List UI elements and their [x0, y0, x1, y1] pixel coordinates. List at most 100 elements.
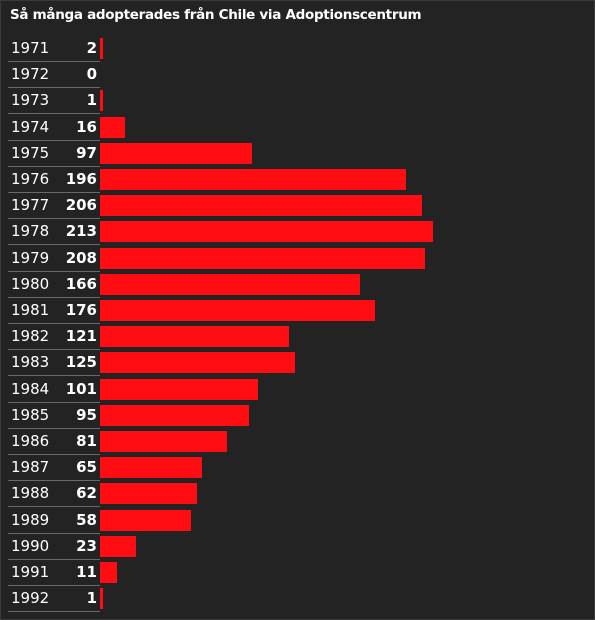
- row-label-cell: 1992 1: [8, 586, 100, 613]
- bar-row: 1973 1: [0, 88, 595, 115]
- value-label: 95: [76, 405, 97, 424]
- bar-chart: 1971 2 1972 0 1973 1 1974 16 1975 97 1976 196 1977 20…: [0, 36, 595, 614]
- value-label: 208: [65, 248, 97, 267]
- value-label: 2: [86, 39, 97, 57]
- bar-row: 1984 101: [0, 377, 595, 403]
- row-label-cell: 1989 58: [8, 508, 100, 534]
- year-label: 1979: [11, 248, 50, 267]
- bar: [100, 588, 103, 610]
- value-label: 23: [76, 536, 97, 555]
- value-label: 196: [65, 170, 97, 188]
- bar: [100, 142, 252, 164]
- bar-row: 1980 166: [0, 272, 595, 298]
- value-label: 16: [76, 117, 97, 136]
- row-label-cell: 1978 213: [8, 219, 100, 246]
- bar-row: 1978 213: [0, 219, 595, 246]
- row-label-cell: 1990 23: [8, 534, 100, 560]
- value-label: 206: [65, 196, 97, 215]
- row-label-cell: 1976 196: [8, 167, 100, 193]
- bar: [100, 195, 423, 217]
- year-label: 1991: [11, 563, 50, 581]
- year-label: 1989: [11, 510, 50, 529]
- bar: [100, 431, 227, 452]
- value-label: 101: [65, 379, 97, 398]
- bar-row: 1990 23: [0, 534, 595, 560]
- year-label: 1975: [11, 143, 50, 162]
- value-label: 65: [76, 458, 97, 477]
- year-label: 1983: [11, 353, 50, 372]
- value-label: 0: [86, 65, 97, 84]
- bar-row: 1977 206: [0, 193, 595, 220]
- value-label: 58: [76, 510, 97, 529]
- bar-row: 1992 1: [0, 586, 595, 613]
- year-label: 1978: [11, 222, 50, 241]
- bar-row: 1985 95: [0, 403, 595, 429]
- bar: [100, 326, 290, 348]
- bar: [100, 535, 136, 557]
- bar-row: 1972 0: [0, 62, 595, 89]
- row-label-cell: 1971 2: [8, 36, 100, 62]
- bar: [100, 169, 407, 190]
- year-label: 1986: [11, 432, 50, 450]
- year-label: 1972: [11, 65, 50, 84]
- bar-row: 1991 11: [0, 560, 595, 586]
- row-label-cell: 1979 208: [8, 246, 100, 272]
- bar-row: 1987 65: [0, 455, 595, 482]
- year-label: 1982: [11, 327, 50, 346]
- year-label: 1980: [11, 274, 50, 293]
- row-label-cell: 1972 0: [8, 62, 100, 89]
- bar: [100, 90, 103, 112]
- row-label-cell: 1985 95: [8, 403, 100, 429]
- year-label: 1984: [11, 379, 50, 398]
- bar-row: 1974 16: [0, 115, 595, 141]
- year-label: 1971: [11, 39, 50, 57]
- row-label-cell: 1980 166: [8, 272, 100, 298]
- bar: [100, 352, 296, 374]
- bar-row: 1983 125: [0, 350, 595, 377]
- row-label-cell: 1975 97: [8, 141, 100, 167]
- value-label: 62: [76, 484, 97, 503]
- year-label: 1974: [11, 117, 50, 136]
- bar: [100, 562, 118, 583]
- row-label-cell: 1991 11: [8, 560, 100, 586]
- bar-row: 1981 176: [0, 298, 595, 324]
- bar-row: 1975 97: [0, 141, 595, 167]
- bar-row: 1982 121: [0, 324, 595, 351]
- value-label: 121: [65, 327, 97, 346]
- row-label-cell: 1986 81: [8, 429, 100, 455]
- bar: [100, 300, 376, 321]
- bar: [100, 483, 197, 505]
- bar-row: 1989 58: [0, 508, 595, 534]
- row-label-cell: 1984 101: [8, 377, 100, 403]
- year-label: 1987: [11, 458, 50, 477]
- year-label: 1976: [11, 170, 50, 188]
- bar: [100, 404, 249, 426]
- year-label: 1985: [11, 405, 50, 424]
- value-label: 213: [65, 222, 97, 241]
- value-label: 176: [65, 301, 97, 319]
- bar-row: 1988 62: [0, 481, 595, 508]
- bar: [100, 509, 191, 531]
- year-label: 1992: [11, 589, 50, 608]
- bar: [100, 457, 202, 479]
- bar: [100, 38, 104, 59]
- year-label: 1990: [11, 536, 50, 555]
- row-label-cell: 1983 125: [8, 350, 100, 377]
- value-label: 81: [76, 432, 97, 450]
- row-label-cell: 1988 62: [8, 481, 100, 508]
- value-label: 1: [86, 91, 97, 110]
- bar: [100, 116, 125, 138]
- row-label-cell: 1981 176: [8, 298, 100, 324]
- chart-title: Så många adopterades från Chile via Adop…: [10, 7, 422, 23]
- year-label: 1973: [11, 91, 50, 110]
- bar: [100, 378, 258, 400]
- bar-row: 1979 208: [0, 246, 595, 272]
- bar-row: 1971 2: [0, 36, 595, 62]
- value-label: 11: [76, 563, 97, 581]
- row-label-cell: 1982 121: [8, 324, 100, 351]
- year-label: 1977: [11, 196, 50, 215]
- bar: [100, 221, 433, 243]
- row-label-cell: 1973 1: [8, 88, 100, 115]
- bar: [100, 247, 426, 269]
- row-label-cell: 1974 16: [8, 115, 100, 141]
